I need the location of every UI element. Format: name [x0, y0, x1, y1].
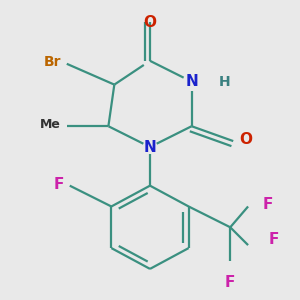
Text: O: O [239, 132, 252, 147]
Text: H: H [218, 75, 230, 88]
Text: Br: Br [43, 55, 61, 69]
Text: N: N [185, 74, 198, 89]
Text: F: F [53, 177, 64, 192]
Text: F: F [269, 232, 279, 247]
Text: N: N [144, 140, 156, 154]
Text: F: F [225, 275, 236, 290]
Text: O: O [143, 15, 157, 30]
Text: F: F [263, 197, 273, 212]
Text: Me: Me [40, 118, 61, 131]
